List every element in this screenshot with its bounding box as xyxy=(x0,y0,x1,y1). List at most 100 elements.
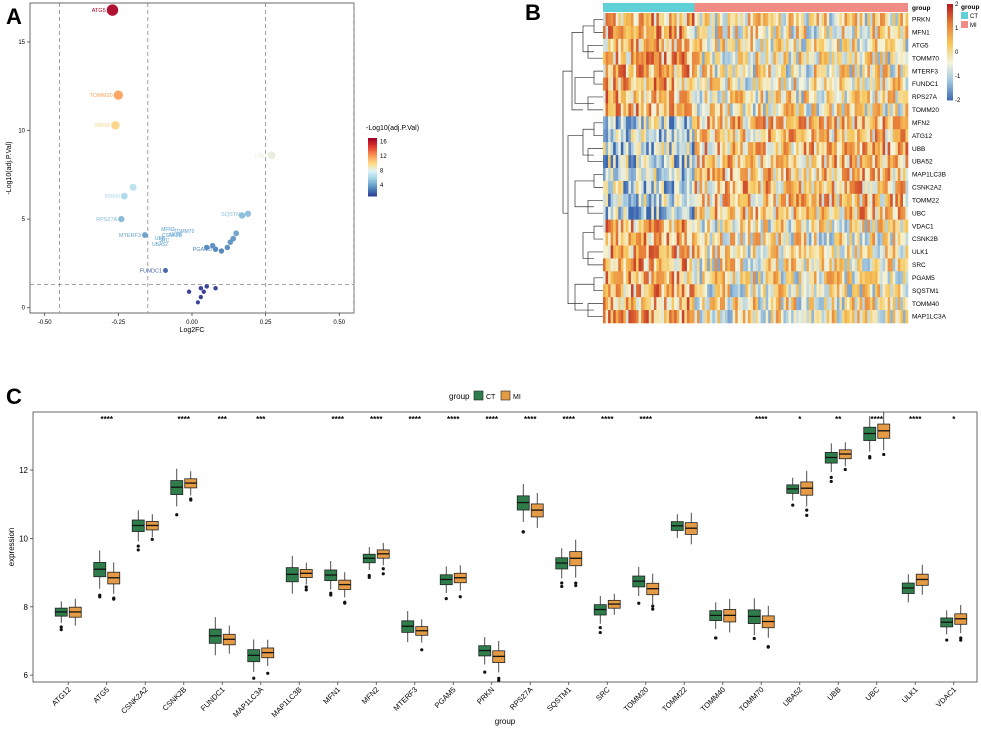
heatmap-cell xyxy=(699,180,703,195)
heatmap-cell xyxy=(628,193,632,208)
heatmap-cell xyxy=(664,155,667,169)
heatmap-cell xyxy=(839,77,843,91)
heatmap-cell xyxy=(857,284,861,298)
heatmap-cell xyxy=(811,219,815,233)
boxplot-x-tick-label: FUNDC1 xyxy=(199,685,227,713)
heatmap-cell xyxy=(704,51,708,65)
heatmap-cell xyxy=(636,38,639,53)
heatmap-cell xyxy=(791,271,794,285)
heatmap-cell xyxy=(765,38,769,53)
heatmap-cell xyxy=(605,90,609,104)
heatmap-cell xyxy=(869,142,873,156)
heatmap-cell xyxy=(798,90,802,104)
heatmap-cell xyxy=(791,25,794,40)
heatmap-cell xyxy=(869,129,873,143)
heatmap-cell xyxy=(780,271,784,285)
heatmap-cell xyxy=(854,77,858,91)
heatmap-cell xyxy=(664,129,667,143)
heatmap-cell xyxy=(839,116,843,130)
heatmap-cell xyxy=(610,297,614,311)
heatmap-row-label: TOMM20 xyxy=(912,107,939,114)
heatmap-cell xyxy=(839,284,843,298)
heatmap-cell xyxy=(887,155,891,169)
heatmap-cell xyxy=(750,64,754,78)
heatmap-cell xyxy=(801,13,805,27)
heatmap-cell xyxy=(763,142,766,156)
heatmap-cell xyxy=(885,64,888,78)
heatmap-cell xyxy=(702,310,705,324)
heatmap-cell xyxy=(803,193,807,208)
heatmap-cell xyxy=(816,13,820,27)
heatmap-cell xyxy=(623,129,627,143)
heatmap-cell xyxy=(821,258,825,272)
heatmap-cell xyxy=(859,64,863,78)
heatmap-cell xyxy=(859,297,863,311)
heatmap-cell xyxy=(742,77,746,91)
heatmap-cell xyxy=(844,13,848,27)
heatmap-cell xyxy=(732,77,736,91)
volcano-point xyxy=(106,4,119,16)
heatmap-cell xyxy=(638,168,642,182)
heatmap-cell xyxy=(819,245,822,259)
heatmap-cell xyxy=(653,168,657,182)
heatmap-cell xyxy=(862,90,866,104)
heatmap-cell xyxy=(745,219,749,233)
heatmap-cell xyxy=(608,129,611,143)
heatmap-cell xyxy=(895,193,899,208)
volcano-y-tick-label: 5 xyxy=(22,217,26,223)
heatmap-cell xyxy=(821,232,825,246)
boxplot-x-tick-label: PGAM5 xyxy=(433,685,458,710)
heatmap-cell xyxy=(905,116,909,130)
heatmap-cell xyxy=(877,142,881,156)
heatmap-cell xyxy=(613,116,617,130)
heatmap-cell xyxy=(760,13,764,27)
boxplot-outlier xyxy=(598,626,602,630)
heatmap-cell xyxy=(671,142,675,156)
heatmap-cell xyxy=(608,297,611,311)
volcano-colorbar-step xyxy=(368,188,377,191)
heatmap-cell xyxy=(844,258,848,272)
heatmap-cell xyxy=(735,90,739,104)
heatmap-cell xyxy=(768,168,772,182)
heatmap-cell xyxy=(808,25,812,40)
heatmap-cell xyxy=(664,25,667,40)
heatmap-cell xyxy=(608,219,611,233)
heatmap-cell xyxy=(615,168,619,182)
boxplot-outlier xyxy=(560,581,564,585)
heatmap-cell xyxy=(791,155,794,169)
heatmap-cell xyxy=(816,180,820,195)
heatmap-cell xyxy=(839,90,843,104)
heatmap-cell xyxy=(671,245,675,259)
heatmap-cell xyxy=(740,90,744,104)
heatmap-cell xyxy=(780,168,784,182)
heatmap-cell xyxy=(725,116,728,130)
boxplot-significance-mark: **** xyxy=(370,415,383,424)
heatmap-cell xyxy=(897,284,901,298)
heatmap-cell xyxy=(691,142,695,156)
heatmap-cell xyxy=(783,180,787,195)
heatmap-cell xyxy=(638,258,642,272)
heatmap-cell xyxy=(775,271,779,285)
heatmap-cell xyxy=(788,297,792,311)
heatmap-cell xyxy=(608,245,611,259)
heatmap-cell xyxy=(780,258,784,272)
heatmap-cell xyxy=(646,258,650,272)
heatmap-cell xyxy=(630,245,634,259)
heatmap-cell xyxy=(847,310,850,324)
heatmap-cell xyxy=(641,219,644,233)
heatmap-cell xyxy=(798,116,802,130)
heatmap-cell xyxy=(816,142,820,156)
heatmap-row-label: TOMM22 xyxy=(912,197,939,204)
heatmap-cell xyxy=(791,310,794,324)
heatmap-cell xyxy=(717,77,721,91)
heatmap-cell xyxy=(719,25,723,40)
heatmap-cell xyxy=(656,193,660,208)
heatmap-cell xyxy=(821,245,825,259)
heatmap-cell xyxy=(686,77,690,91)
heatmap-cell xyxy=(813,297,817,311)
heatmap-cell xyxy=(755,142,759,156)
heatmap-cell xyxy=(780,142,784,156)
heatmap-cell xyxy=(737,271,741,285)
heatmap-cell xyxy=(760,180,764,195)
heatmap-cell xyxy=(854,155,858,169)
